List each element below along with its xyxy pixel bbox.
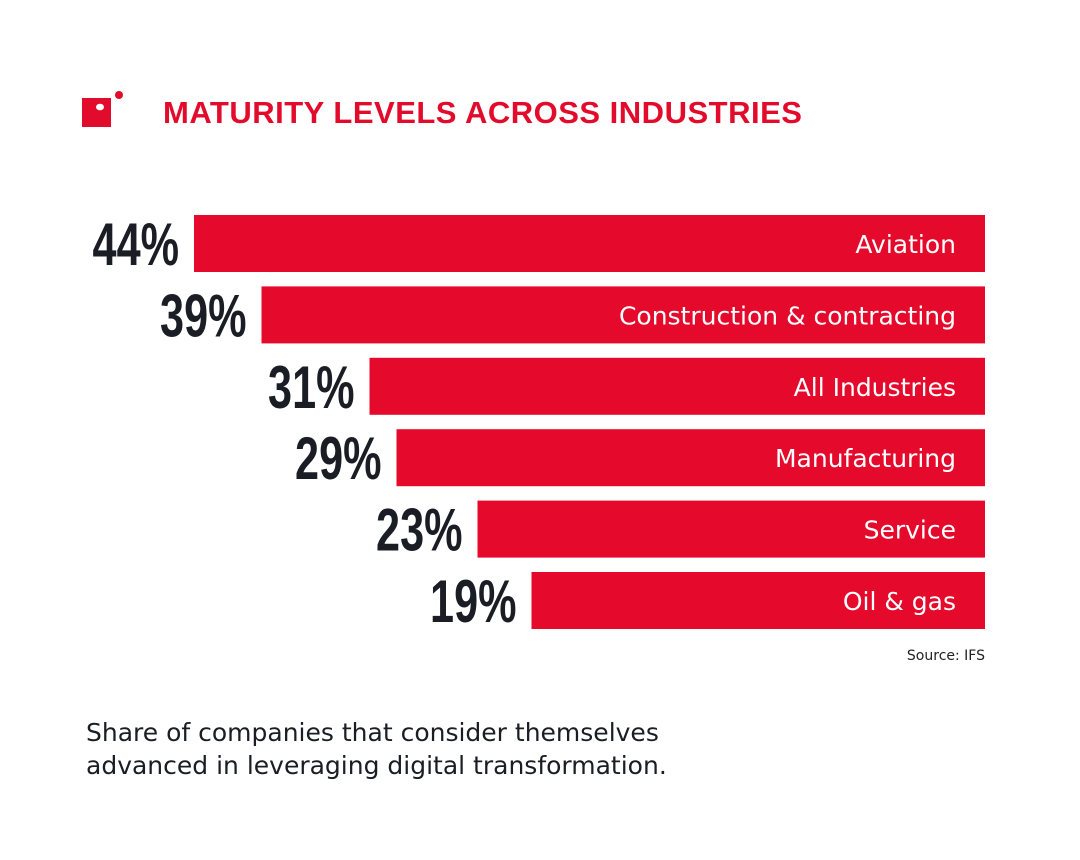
bar-2 bbox=[369, 357, 985, 415]
value-label: 23% bbox=[376, 498, 462, 565]
category-label: All Industries bbox=[794, 373, 956, 402]
value-label: 39% bbox=[160, 284, 246, 351]
category-label: Oil & gas bbox=[843, 587, 956, 616]
source-note: Source: IFS bbox=[906, 648, 985, 664]
value-label: 44% bbox=[93, 212, 179, 279]
category-label: Aviation bbox=[855, 230, 956, 259]
value-label: 19% bbox=[430, 569, 516, 636]
category-label: Construction & contracting bbox=[619, 301, 956, 330]
chart-title: MATURITY LEVELS ACROSS INDUSTRIES bbox=[163, 95, 803, 130]
value-label: 29% bbox=[295, 426, 381, 493]
bar-5 bbox=[531, 572, 985, 629]
logo-icon bbox=[82, 91, 123, 127]
bar-3 bbox=[396, 429, 985, 487]
chart-subtitle: Share of companies that consider themsel… bbox=[86, 718, 667, 780]
bar-4 bbox=[477, 500, 985, 558]
bar-0 bbox=[194, 215, 985, 272]
category-label: Service bbox=[864, 516, 956, 545]
value-label: 31% bbox=[268, 355, 354, 422]
bar-1 bbox=[261, 286, 985, 344]
category-label: Manufacturing bbox=[775, 444, 956, 473]
